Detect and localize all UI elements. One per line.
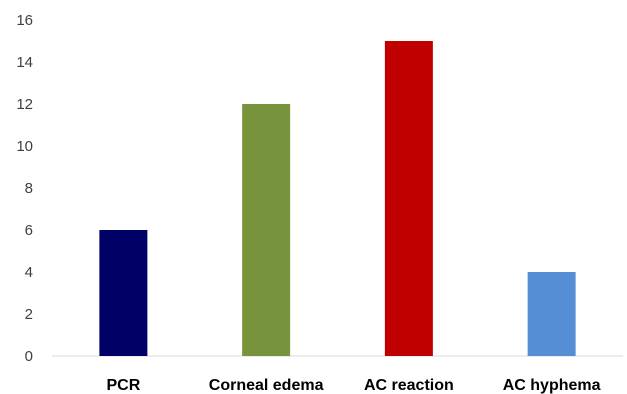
x-category-label: AC hyphema (503, 377, 601, 394)
y-tick-label: 2 (25, 306, 33, 323)
x-category-label: Corneal edema (209, 377, 324, 394)
y-tick-label: 4 (25, 264, 33, 281)
bar-ac-hyphema (527, 272, 576, 356)
bars (99, 41, 576, 356)
y-axis: 0 2 4 6 8 10 12 14 16 (16, 12, 33, 365)
x-axis: PCR Corneal edema AC reaction AC hyphema (106, 377, 600, 394)
bar-corneal-edema (242, 104, 291, 356)
y-tick-label: 8 (25, 180, 33, 197)
y-tick-label: 12 (16, 96, 33, 113)
y-tick-label: 14 (16, 54, 33, 71)
y-tick-label: 16 (16, 12, 33, 29)
y-tick-label: 0 (25, 348, 33, 365)
bar-pcr (99, 230, 148, 356)
x-category-label: AC reaction (364, 377, 454, 394)
bar-ac-reaction (384, 41, 433, 356)
x-category-label: PCR (106, 377, 140, 394)
y-tick-label: 10 (16, 138, 33, 155)
y-tick-label: 6 (25, 222, 33, 239)
